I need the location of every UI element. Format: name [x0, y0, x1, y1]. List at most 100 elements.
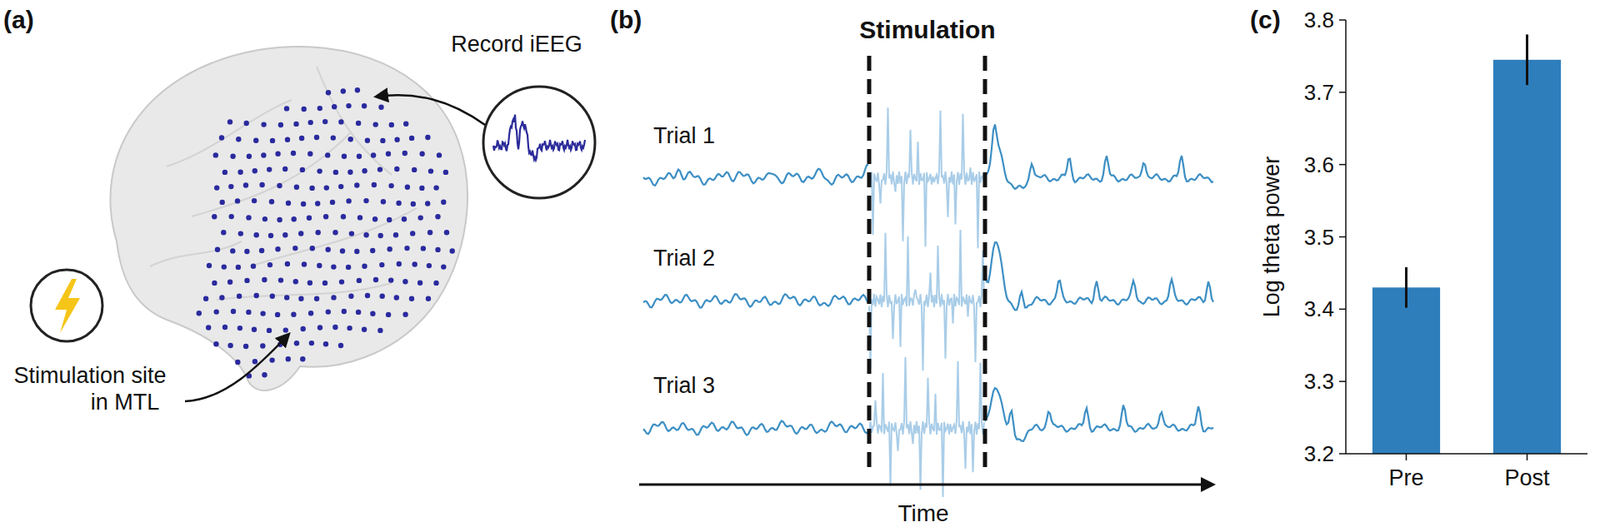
- electrode: [211, 214, 217, 220]
- electrode: [341, 154, 347, 160]
- panel-a: (a)Record iEEGStimulation sitein MTL: [3, 5, 595, 415]
- electrode: [348, 294, 354, 300]
- brain-sulcus: [191, 133, 350, 217]
- x-axis: [1345, 453, 1588, 455]
- electrode: [308, 120, 314, 125]
- electrode: [307, 151, 313, 157]
- label: Trial 2: [653, 245, 715, 271]
- electrode: [361, 264, 367, 270]
- tick-label: 3.7: [1304, 80, 1335, 105]
- electrode: [300, 356, 305, 362]
- electrode: [299, 135, 305, 141]
- brain-sulcus: [316, 66, 392, 175]
- tick: [1339, 236, 1346, 239]
- electrode: [260, 121, 266, 127]
- electrode: [219, 135, 225, 140]
- panel-c: (c)3.23.33.43.53.63.73.8PrePostLog theta…: [1250, 5, 1588, 491]
- electrode: [440, 200, 446, 205]
- ieeg-trace: [985, 388, 1214, 442]
- electrode: [294, 340, 300, 346]
- electrode: [244, 249, 250, 255]
- electrode: [330, 295, 336, 300]
- electrode: [365, 293, 370, 299]
- electrode: [332, 325, 338, 330]
- electrode: [227, 343, 233, 349]
- electrode: [219, 295, 225, 300]
- electrode: [340, 88, 346, 94]
- electrode: [380, 199, 386, 205]
- stimulation-artifact: [869, 357, 985, 498]
- panel-b: (b)StimulationTrial 1Trial 2Trial 3Time: [610, 5, 1214, 527]
- electrode: [419, 185, 425, 191]
- electrode: [426, 263, 432, 269]
- electrode: [345, 265, 351, 270]
- electrode: [291, 216, 297, 222]
- electrode: [237, 325, 243, 331]
- electrode: [425, 135, 430, 140]
- electrode: [254, 293, 260, 299]
- electrode: [389, 122, 395, 128]
- electrode: [230, 309, 236, 315]
- electrode: [244, 120, 250, 126]
- tick: [1339, 309, 1346, 311]
- electrode: [402, 150, 408, 156]
- electrode: [227, 280, 233, 285]
- electrode: [222, 325, 228, 330]
- stimulation-boundary: [867, 55, 872, 470]
- electrode: [206, 263, 212, 269]
- electrode: [307, 280, 313, 286]
- electrode: [333, 170, 339, 175]
- electrode: [317, 325, 323, 330]
- electrode: [228, 184, 234, 190]
- electrode: [330, 135, 336, 140]
- electrode: [363, 198, 369, 204]
- stimulation-artifact: [869, 230, 985, 371]
- electrode: [285, 200, 291, 206]
- electrode: [300, 167, 305, 173]
- electrode: [314, 296, 320, 302]
- electrode: [306, 215, 312, 221]
- electrode: [436, 152, 442, 158]
- electrode: [412, 261, 418, 267]
- electrode: [395, 200, 401, 206]
- electrode: [361, 103, 367, 109]
- electrode: [213, 152, 219, 158]
- electrode: [345, 103, 351, 109]
- electrode: [244, 278, 250, 284]
- electrode: [213, 341, 219, 347]
- tick-label: 3.6: [1304, 152, 1335, 178]
- electrode: [235, 198, 240, 204]
- electrode: [220, 200, 225, 205]
- electrode: [378, 105, 384, 110]
- electrode: [410, 201, 416, 207]
- electrode: [409, 135, 415, 141]
- brain: [110, 46, 467, 391]
- electrode: [404, 245, 410, 251]
- electrode: [394, 137, 400, 143]
- electrode: [361, 168, 367, 174]
- label: Trial 3: [653, 373, 715, 399]
- axis-label: Log theta power: [1259, 156, 1285, 319]
- electrode: [246, 154, 252, 160]
- electrode: [220, 230, 226, 235]
- brain-sulcus: [166, 100, 292, 167]
- electrode: [385, 151, 391, 157]
- electrode: [433, 280, 439, 286]
- electrode: [418, 215, 424, 220]
- electrode: [293, 121, 299, 127]
- electrode: [235, 136, 241, 142]
- electrode: [380, 138, 385, 144]
- brain-sulcus: [250, 208, 417, 267]
- electrode: [290, 150, 296, 156]
- electrode: [377, 166, 383, 172]
- electrode: [338, 119, 344, 125]
- tick: [1339, 380, 1346, 383]
- electrode: [275, 312, 280, 318]
- electrode: [323, 214, 329, 220]
- electrode: [282, 166, 288, 172]
- electrode: [435, 214, 440, 220]
- electrode: [315, 230, 321, 235]
- electrode: [420, 245, 426, 251]
- electrode: [440, 264, 446, 270]
- electrode: [361, 327, 367, 333]
